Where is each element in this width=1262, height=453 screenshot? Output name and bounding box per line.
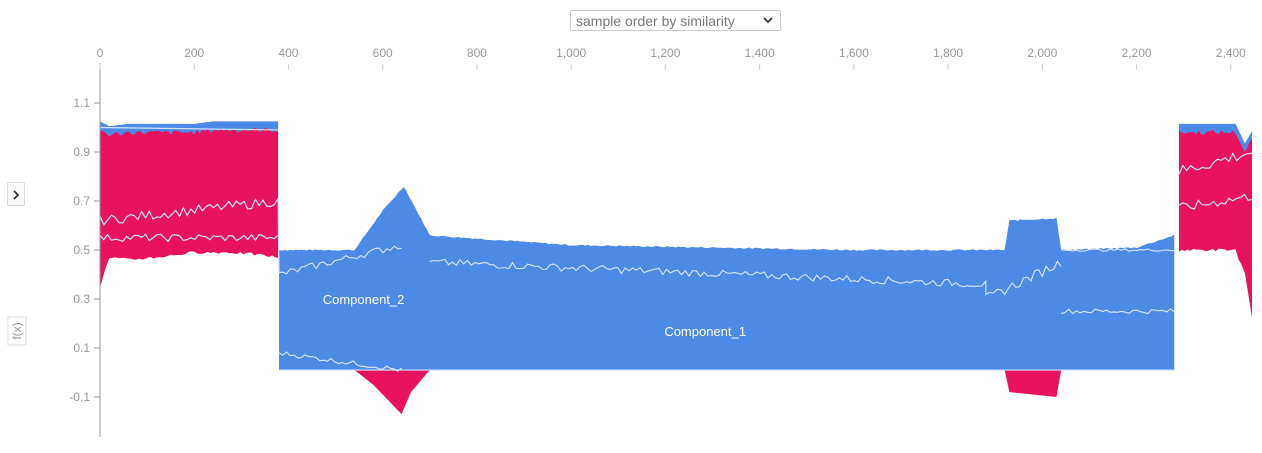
y-tick-label-2: 0.7	[73, 194, 90, 208]
chart-axes	[7, 63, 1232, 437]
chevron-right-icon	[13, 190, 20, 200]
sample-order-select[interactable]: sample order by similarity	[570, 10, 781, 31]
positive-dip-1	[1004, 370, 1062, 397]
x-tick-label-9: 1,800	[933, 46, 963, 60]
contribution-line-right-red	[1178, 152, 1253, 175]
positive-dip-0	[354, 370, 430, 415]
x-tick-label-2: 400	[278, 46, 298, 60]
component-label-2: Component_1	[664, 324, 746, 339]
contribution-line-upper	[99, 196, 402, 275]
contribution-line-lower	[99, 233, 279, 243]
contribution-line-right-red-lower	[1178, 193, 1253, 210]
y-axis-label: f(x)	[10, 322, 24, 339]
sample-order-select-value: sample order by similarity	[576, 13, 735, 29]
contribution-line-comp1	[429, 258, 1062, 296]
negative-fringe-1	[1178, 123, 1252, 155]
x-tick-label-11: 2,200	[1122, 46, 1152, 60]
positive-area-1	[1178, 130, 1252, 319]
x-tick-label-8: 1,600	[839, 46, 869, 60]
contribution-line-right-lower	[1061, 308, 1175, 315]
y-tick-label-6: -0.1	[69, 390, 90, 404]
y-tick-label-3: 0.5	[73, 243, 90, 257]
x-tick-label-6: 1,200	[650, 46, 680, 60]
chart-areas	[100, 121, 1252, 415]
x-tick-label-10: 2,000	[1027, 46, 1057, 60]
x-tick-label-7: 1,400	[745, 46, 775, 60]
negative-area-0	[279, 187, 1175, 371]
y-axis-label-box	[7, 316, 27, 346]
contribution-line-right-upper	[1061, 248, 1175, 252]
chevron-down-icon	[763, 17, 773, 24]
x-tick-label-4: 800	[467, 46, 487, 60]
x-tick-label-5: 1,000	[556, 46, 586, 60]
contribution-line-top-left	[99, 126, 279, 131]
y-tick-label-0: 1.1	[73, 96, 90, 110]
contribution-line-comp2-bottom	[278, 351, 402, 372]
y-tick-label-1: 0.9	[73, 145, 90, 159]
chart-labels: 0 200 400 600 800 1,000 1,200 1,400 1,600 1,800 2,…	[10, 46, 1246, 404]
component-label-1: Component_2	[323, 292, 405, 307]
expand-panel-button[interactable]	[7, 182, 25, 206]
x-tick-label-12: 2,400	[1216, 46, 1246, 60]
y-tick-label-5: 0.1	[73, 341, 90, 355]
positive-area-0	[100, 127, 279, 288]
x-tick-label-3: 600	[373, 46, 393, 60]
y-tick-label-4: 0.3	[73, 292, 90, 306]
chart-contribution-lines	[99, 126, 1253, 372]
negative-fringe-0	[100, 121, 279, 138]
x-tick-label-0: 0	[97, 46, 104, 60]
x-tick-label-1: 200	[184, 46, 204, 60]
